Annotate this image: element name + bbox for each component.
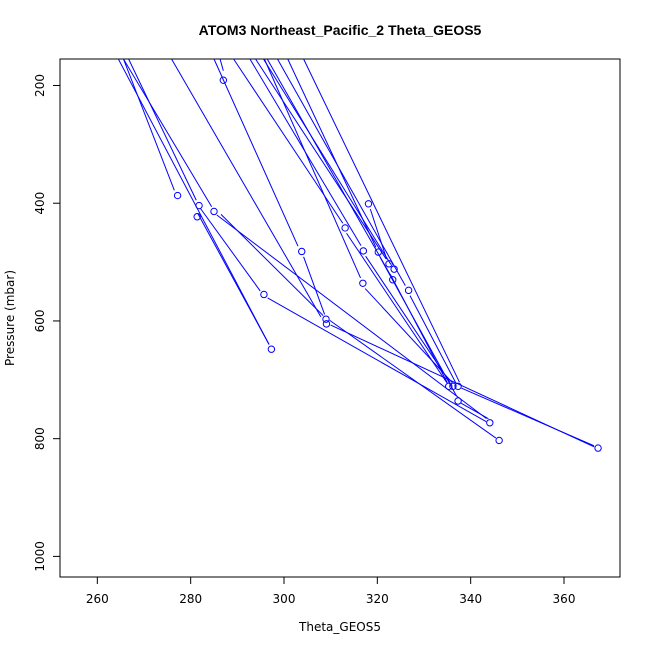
x-tick-label: 260 xyxy=(86,592,109,606)
series-line-segment xyxy=(303,256,326,315)
data-point xyxy=(341,224,349,232)
data-point xyxy=(193,213,201,221)
data-point xyxy=(454,382,462,390)
x-axis-label: Theta_GEOS5 xyxy=(298,620,381,634)
data-point xyxy=(219,76,228,84)
series-line-segment xyxy=(266,58,391,276)
data-point xyxy=(364,200,373,208)
series-line-segment xyxy=(409,295,457,383)
data-point xyxy=(594,444,602,452)
series-line-segment xyxy=(364,288,453,384)
data-point xyxy=(359,247,368,255)
data-point xyxy=(389,276,397,284)
data-point xyxy=(495,436,503,445)
series-line-segment xyxy=(219,58,224,71)
series-line-segment xyxy=(123,58,175,191)
y-tick-label: 600 xyxy=(33,309,47,332)
data-point xyxy=(173,191,182,200)
data-point xyxy=(404,286,413,295)
series-line-segment xyxy=(216,214,487,420)
series-line-segment xyxy=(117,58,270,345)
data-point xyxy=(486,419,494,427)
x-tick-label: 280 xyxy=(179,592,202,606)
series-line-segment xyxy=(346,232,448,384)
data-point xyxy=(260,290,268,299)
series-line-segment xyxy=(128,58,197,201)
data-point xyxy=(298,247,306,256)
series-line-segment xyxy=(255,58,387,260)
y-tick-label: 400 xyxy=(33,192,47,215)
y-axis: 200 400 600 800 1000 xyxy=(33,74,60,572)
series-line-segment xyxy=(171,58,322,318)
data-series xyxy=(117,58,602,452)
series-line-segment xyxy=(267,297,487,423)
series-line-segment xyxy=(277,58,406,286)
series-line-segment xyxy=(369,208,388,260)
series-line-segment xyxy=(461,387,595,447)
series-line-segment xyxy=(200,208,261,292)
data-point xyxy=(210,207,218,216)
y-tick-label: 800 xyxy=(33,427,47,450)
series-line-segment xyxy=(213,58,299,247)
x-axis: 260 280 300 320 340 360 xyxy=(86,577,576,606)
series-line-segment xyxy=(123,58,213,208)
series-line-segment xyxy=(197,212,270,345)
series-line-segment xyxy=(379,257,458,397)
data-point xyxy=(195,201,203,210)
x-tick-label: 340 xyxy=(459,592,482,606)
x-tick-label: 300 xyxy=(273,592,296,606)
data-point xyxy=(390,265,398,273)
data-point xyxy=(359,279,367,287)
data-point xyxy=(454,397,462,405)
data-point xyxy=(374,248,382,256)
series-line-segment xyxy=(329,319,497,439)
chart-title: ATOM3 Northeast_Pacific_2 Theta_GEOS5 xyxy=(199,22,482,38)
series-line-segment xyxy=(263,58,361,279)
x-tick-label: 320 xyxy=(366,592,389,606)
y-tick-label: 1000 xyxy=(33,541,47,572)
data-point xyxy=(322,320,331,328)
series-line-segment xyxy=(263,58,392,265)
series-line-segment xyxy=(365,255,451,384)
plot-frame xyxy=(59,58,621,578)
x-tick-label: 360 xyxy=(553,592,576,606)
data-point xyxy=(267,345,276,353)
data-point xyxy=(385,260,393,268)
data-point xyxy=(449,382,457,390)
series-line-segment xyxy=(303,58,460,383)
data-point xyxy=(445,382,453,390)
series-line-segment xyxy=(460,402,489,420)
y-axis-label: Pressure (mbar) xyxy=(3,270,17,366)
y-tick-label: 200 xyxy=(33,74,47,97)
data-point xyxy=(322,315,330,323)
